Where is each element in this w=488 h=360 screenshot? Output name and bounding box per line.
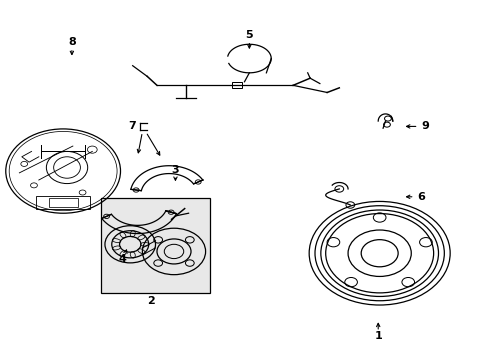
Bar — [232, 82, 242, 88]
Text: 6: 6 — [416, 192, 424, 202]
Text: 1: 1 — [374, 332, 381, 342]
Bar — [36, 196, 90, 208]
Text: 4: 4 — [118, 253, 125, 264]
Text: 2: 2 — [147, 296, 155, 306]
Text: 7: 7 — [127, 121, 135, 131]
Bar — [48, 198, 78, 207]
Text: 3: 3 — [171, 165, 179, 175]
Text: 8: 8 — [68, 37, 76, 48]
Text: 5: 5 — [245, 30, 253, 40]
Bar — [101, 198, 210, 293]
Text: 9: 9 — [421, 121, 428, 131]
